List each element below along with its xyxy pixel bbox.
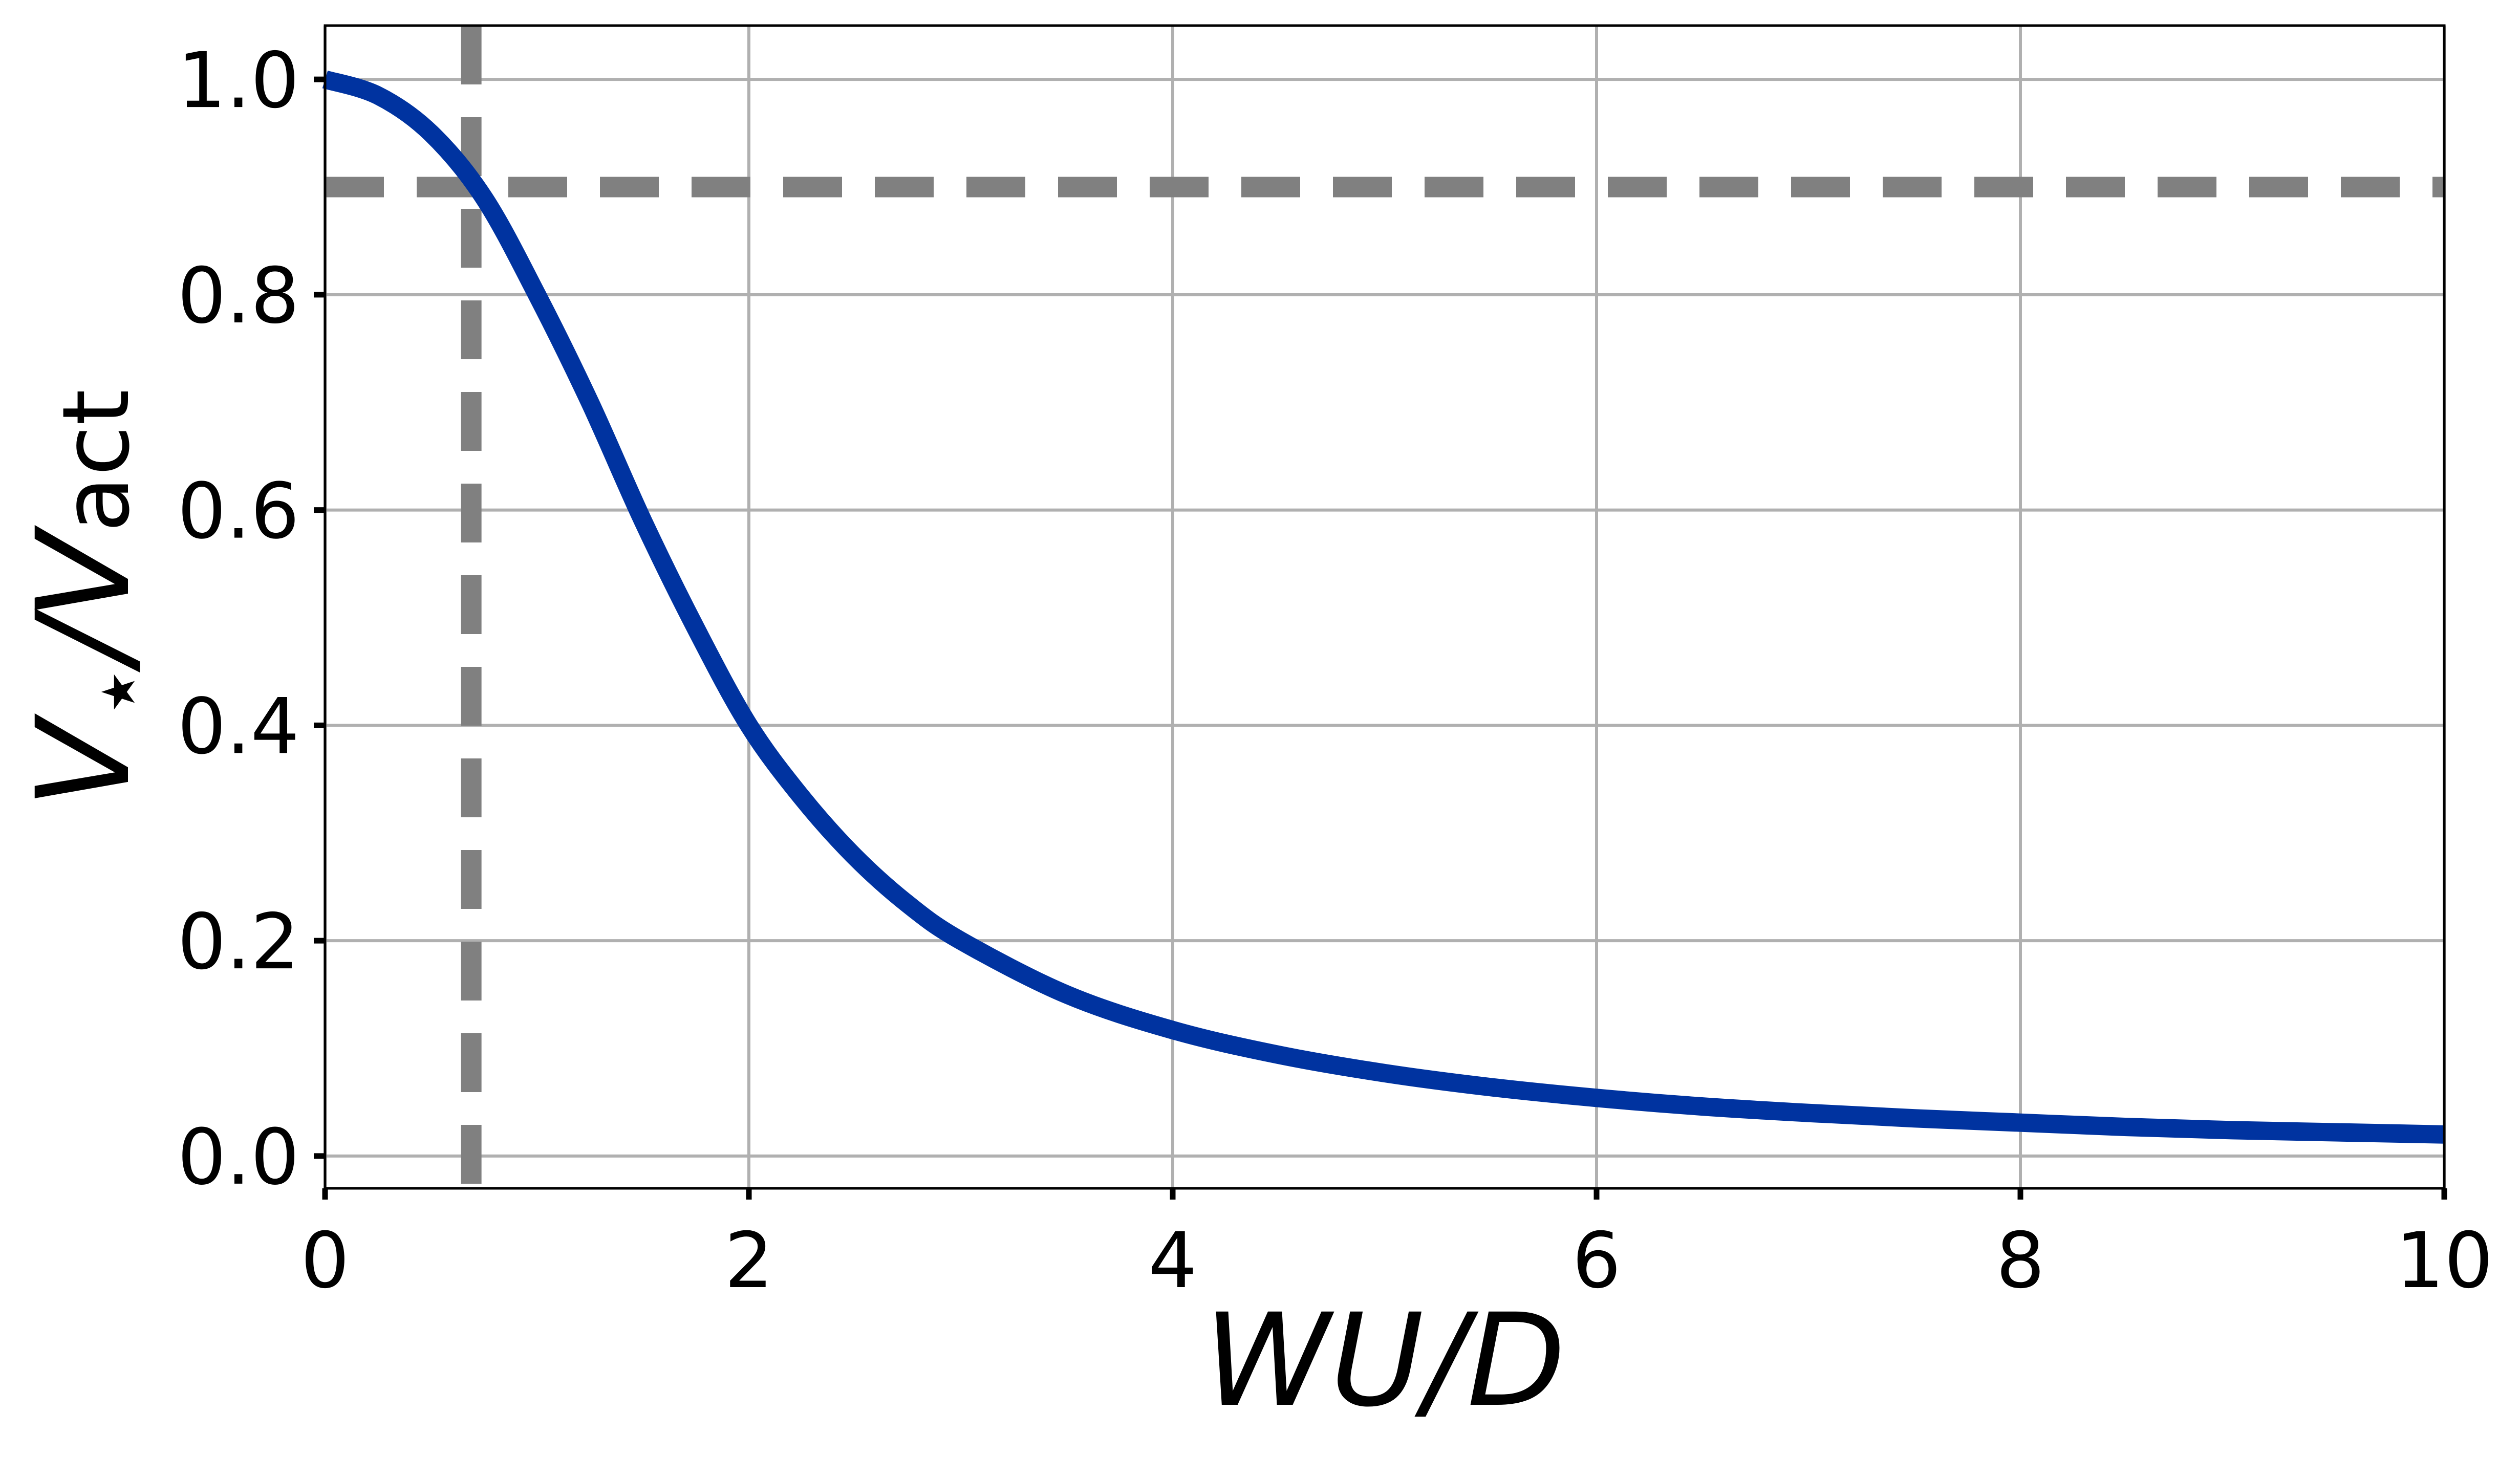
y-tick-label: 0.4 xyxy=(177,682,299,771)
y-tick-labels: 0.0 0.2 0.4 0.6 0.8 1.0 xyxy=(177,36,299,1202)
y-tick-label: 0.2 xyxy=(177,898,299,987)
y-tick-label: 0.6 xyxy=(177,467,299,556)
series-line xyxy=(322,70,2445,1144)
x-tick-label: 6 xyxy=(1572,1216,1621,1306)
reference-lines xyxy=(325,26,2444,1188)
plot-frame xyxy=(324,24,2446,1190)
y-axis-label-slash: /V xyxy=(9,525,158,672)
ticks xyxy=(314,76,2447,1200)
grid-lines xyxy=(324,26,2446,1188)
x-tick-label: 10 xyxy=(2396,1216,2493,1306)
y-tick-label: 1.0 xyxy=(177,36,299,125)
x-tick-labels: 0 2 4 6 8 10 xyxy=(300,1216,2493,1306)
x-tick-label: 2 xyxy=(724,1216,773,1306)
x-tick-label: 8 xyxy=(1996,1216,2044,1306)
y-axis-label-main: V xyxy=(9,713,158,808)
y-axis-label-sub1: ⋆ xyxy=(63,663,170,721)
x-axis-label: WU/D xyxy=(1204,1286,1566,1435)
y-axis-label-sub2: act xyxy=(43,389,150,533)
y-tick-label: 0.0 xyxy=(177,1113,299,1202)
y-tick-label: 0.8 xyxy=(177,252,299,341)
data-series xyxy=(322,70,2445,1144)
x-tick-label: 0 xyxy=(300,1216,349,1306)
x-tick-label: 4 xyxy=(1148,1216,1197,1306)
y-axis-label: V⋆/Vact xyxy=(9,389,170,809)
